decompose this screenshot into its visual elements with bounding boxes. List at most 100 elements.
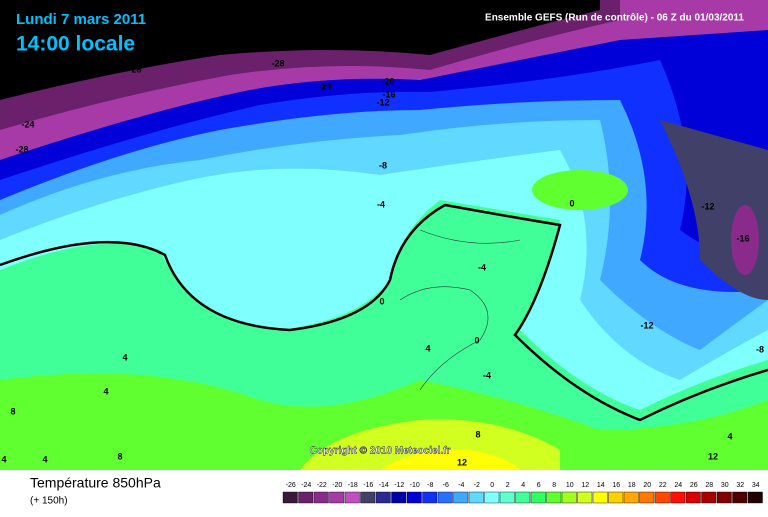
legend-tick-label: 20 <box>643 482 651 489</box>
legend-swatch <box>422 491 438 504</box>
legend-tick-label: 30 <box>721 482 729 489</box>
legend-tick-label: -16 <box>363 482 373 489</box>
legend-tick-label: -24 <box>301 482 311 489</box>
legend-swatch <box>360 491 376 504</box>
legend-swatch <box>685 491 701 504</box>
legend-swatch <box>592 491 608 504</box>
legend-tick-label: 26 <box>690 482 698 489</box>
legend-swatch <box>453 491 469 504</box>
legend-swatch <box>608 491 624 504</box>
legend-tick-label: 10 <box>566 482 574 489</box>
run-info: Ensemble GEFS (Run de contrôle) - 06 Z d… <box>485 13 744 24</box>
legend-tick-label: 28 <box>705 482 713 489</box>
legend-tick-label: 6 <box>537 482 541 489</box>
legend-swatch <box>329 491 345 504</box>
contour-label: 4 <box>1 454 6 464</box>
legend-swatch <box>499 491 515 504</box>
legend-swatch <box>282 491 298 504</box>
footer-subtitle: (+ 150h) <box>30 496 68 507</box>
legend-swatch <box>484 491 500 504</box>
legend-swatch <box>437 491 453 504</box>
date: Lundi 7 mars 2011 <box>16 11 146 28</box>
legend-tick-label: -2 <box>474 482 480 489</box>
legend-swatch <box>747 491 763 504</box>
legend-swatch <box>298 491 314 504</box>
contour-label: -24 <box>318 81 331 91</box>
contour-label: 4 <box>727 431 732 441</box>
contour-label: 8 <box>475 429 480 439</box>
legend-tick-label: 0 <box>490 482 494 489</box>
contour-label: -28 <box>128 64 141 74</box>
legend-swatch <box>716 491 732 504</box>
contour-label: -12 <box>701 201 714 211</box>
contour-label: -28 <box>15 144 28 154</box>
legend-tick-label: -12 <box>394 482 404 489</box>
footer-title: Température 850hPa <box>30 475 161 491</box>
contour-label: 4 <box>103 386 108 396</box>
legend-swatch <box>639 491 655 504</box>
legend-tick-label: 14 <box>597 482 605 489</box>
contour-label: 4 <box>425 343 430 353</box>
legend-tick-label: -20 <box>332 482 342 489</box>
legend-swatch <box>546 491 562 504</box>
legend-tick-label: 16 <box>612 482 620 489</box>
legend-tick-label: 22 <box>659 482 667 489</box>
legend-tick-label: -6 <box>443 482 449 489</box>
contour-labels: -28-28-24 -20-16-12-24-28-8-4 0 -12-16-40-1… <box>1 58 764 467</box>
contour-label: -16 <box>382 89 395 99</box>
warm-region <box>380 449 520 470</box>
contour-label: -12 <box>376 97 389 107</box>
contour-label: -24 <box>21 119 34 129</box>
contour-label: 4 <box>122 352 127 362</box>
contour-label: -8 <box>379 160 387 170</box>
warm-pocket <box>532 170 628 210</box>
legend-swatch <box>623 491 639 504</box>
contour-label: -20 <box>381 76 394 86</box>
coastline <box>399 229 521 391</box>
legend-swatch <box>391 491 407 504</box>
legend-tick-label: 12 <box>581 482 589 489</box>
legend-tick-label: 2 <box>506 482 510 489</box>
legend-tick-label: -14 <box>379 482 389 489</box>
legend-swatch <box>701 491 717 504</box>
contour-label: -16 <box>736 233 749 243</box>
legend-tick-label: -18 <box>348 482 358 489</box>
legend-tick-label: 4 <box>521 482 525 489</box>
legend-swatch <box>577 491 593 504</box>
contour-label: -4 <box>483 370 491 380</box>
legend-swatch <box>313 491 329 504</box>
legend-tick-label: -8 <box>427 482 433 489</box>
legend-tick-label: -26 <box>286 482 296 489</box>
legend-tick-label: 18 <box>628 482 636 489</box>
copyright: Copyright © 2010 Meteociel.fr <box>310 446 451 457</box>
contour-label: 0 <box>474 335 479 345</box>
contour-label: 8 <box>10 406 15 416</box>
legend-tick-label: 8 <box>552 482 556 489</box>
contour-label: 0 <box>379 296 384 306</box>
legend-swatch <box>515 491 531 504</box>
contour-label: 12 <box>457 457 467 467</box>
cold-region <box>731 205 759 275</box>
contour-label: 8 <box>117 451 122 461</box>
legend-swatch <box>670 491 686 504</box>
contour-label: -4 <box>377 199 385 209</box>
legend: -26 -24 -22 -20 -18 -16 -14 -12 -10 -8 -6 -4 -2 0 2 4 6 8… <box>282 482 763 504</box>
cold-region <box>0 0 600 100</box>
warm-region <box>0 373 768 470</box>
legend-swatch <box>375 491 391 504</box>
zero-isotherm <box>0 203 768 422</box>
contour-label: 0 <box>569 198 574 208</box>
contour-label: 12 <box>708 451 718 461</box>
legend-swatch <box>654 491 670 504</box>
legend-swatch <box>468 491 484 504</box>
contour-label: 4 <box>42 454 47 464</box>
legend-tick-label: 32 <box>736 482 744 489</box>
contour-label: -4 <box>478 262 486 272</box>
legend-tick-label: -22 <box>317 482 327 489</box>
legend-tick-label: -4 <box>458 482 464 489</box>
legend-tick-label: 34 <box>752 482 760 489</box>
map: -28-28-24 -20-16-12-24-28-8-4 0 -12-16-40-1… <box>0 0 768 470</box>
time: 14:00 locale <box>16 33 135 56</box>
legend-swatch <box>530 491 546 504</box>
